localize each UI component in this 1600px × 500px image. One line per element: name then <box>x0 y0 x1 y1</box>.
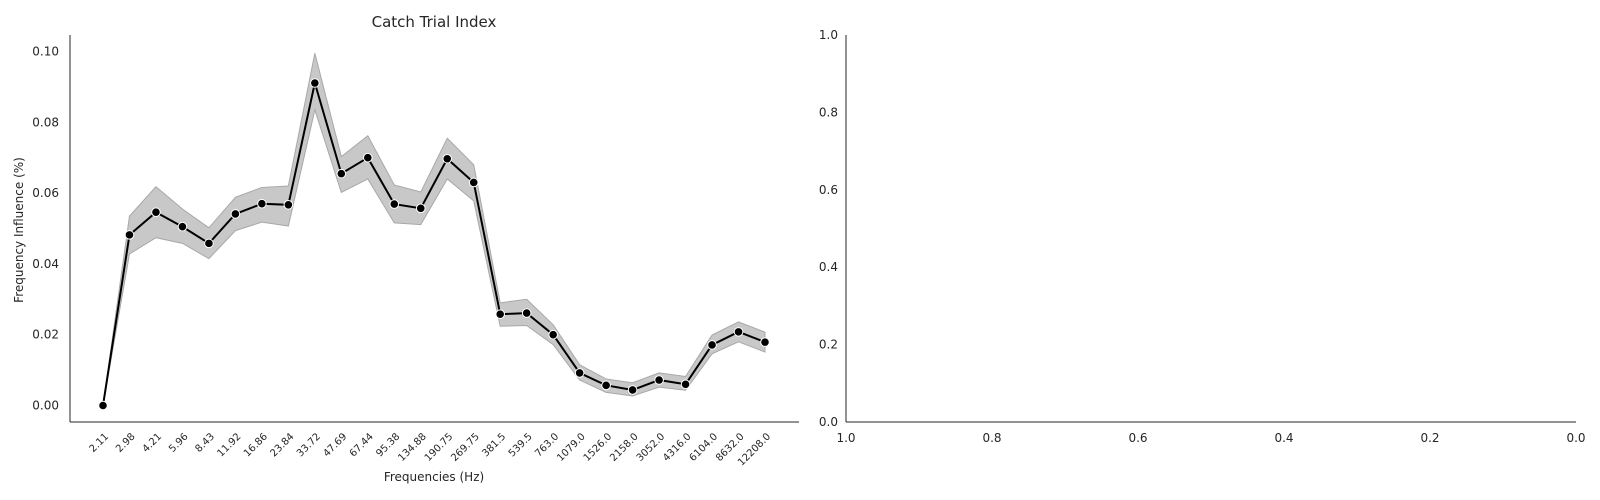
x-tick-label: 2.11 <box>88 431 112 455</box>
x-tick-label: 16.86 <box>242 431 270 459</box>
x-tick-label: 67.44 <box>348 431 376 459</box>
x-tick-label: 134.88 <box>396 431 429 464</box>
data-point <box>733 327 744 337</box>
x-tick-label: 0.2 <box>1420 431 1439 445</box>
data-point <box>548 329 558 340</box>
data-point <box>415 203 426 214</box>
x-tick-label: 5.96 <box>167 431 191 455</box>
chart-title: Catch Trial Index <box>372 13 497 31</box>
confidence-band <box>102 53 766 406</box>
x-axis-label: Frequencies (Hz) <box>384 470 484 484</box>
data-point <box>389 199 400 209</box>
x-tick-label: 190.75 <box>423 431 456 464</box>
data-point <box>495 309 506 319</box>
data-point <box>468 177 479 188</box>
data-point <box>363 152 373 163</box>
x-tick-label: 1.0 <box>836 431 855 445</box>
y-tick-label: 0.04 <box>32 257 59 271</box>
x-tick-label: 269.75 <box>449 431 482 464</box>
y-tick-label: 0.00 <box>32 399 59 413</box>
x-tick-label: 4316.0 <box>661 431 694 464</box>
data-point <box>151 207 161 218</box>
data-point <box>98 400 108 411</box>
x-tick-label: 23.84 <box>268 431 296 459</box>
x-tick-label: 33.72 <box>295 431 323 459</box>
y-tick-label: 0.08 <box>32 115 59 129</box>
x-tick-label: 0.6 <box>1128 431 1147 445</box>
x-tick-label: 539.5 <box>507 431 535 459</box>
y-tick-label: 0.0 <box>819 415 838 429</box>
y-tick-label: 0.10 <box>32 45 59 59</box>
data-point <box>257 198 267 209</box>
data-point <box>760 337 770 347</box>
data-point <box>574 368 585 378</box>
catch-trial-chart: Catch Trial Index Frequency Influence (%… <box>12 13 799 484</box>
empty-chart: 0.0 0.2 0.4 0.6 0.8 1.0 1.0 0.8 0.6 0.4 0.2 0.0 <box>819 28 1586 445</box>
data-point <box>336 168 347 179</box>
x-tick-label: 2158.0 <box>608 431 641 464</box>
data-point <box>680 379 691 390</box>
y-tick-label: 0.02 <box>32 328 59 342</box>
data-point <box>230 209 241 219</box>
data-point <box>601 380 611 391</box>
data-point <box>177 221 188 232</box>
x-tick-label: 381.5 <box>480 431 508 459</box>
data-point <box>707 340 717 350</box>
x-tick-label: 2.98 <box>114 431 138 455</box>
data-point <box>124 230 135 240</box>
data-point <box>654 375 664 385</box>
x-tick-label: 1079.0 <box>555 431 588 464</box>
x-tick-label: 11.92 <box>215 431 243 459</box>
y-tick-label: 0.06 <box>32 186 59 200</box>
x-tick-label: 6104.0 <box>688 431 721 464</box>
y-tick-label: 0.8 <box>819 105 838 119</box>
data-point <box>310 78 320 88</box>
y-tick-label: 0.6 <box>819 183 838 197</box>
y-axis-label: Frequency Influence (%) <box>12 157 26 303</box>
x-tick-label: 0.0 <box>1566 431 1585 445</box>
y-tick-label: 0.4 <box>819 260 838 274</box>
x-tick-label: 8.43 <box>194 431 218 455</box>
y-tick-label: 0.2 <box>819 338 838 352</box>
data-point <box>627 385 638 395</box>
data-point <box>521 308 532 318</box>
data-point <box>283 199 294 210</box>
y-tick-label: 1.0 <box>819 28 838 42</box>
data-point <box>442 153 453 164</box>
x-tick-label: 0.4 <box>1274 431 1293 445</box>
x-tick-label: 3052.0 <box>635 431 668 464</box>
data-point <box>204 238 214 249</box>
x-tick-label: 4.21 <box>141 431 165 455</box>
x-tick-label: 0.8 <box>982 431 1001 445</box>
x-tick-label: 47.69 <box>321 431 349 459</box>
x-tick-label: 1526.0 <box>582 431 615 464</box>
